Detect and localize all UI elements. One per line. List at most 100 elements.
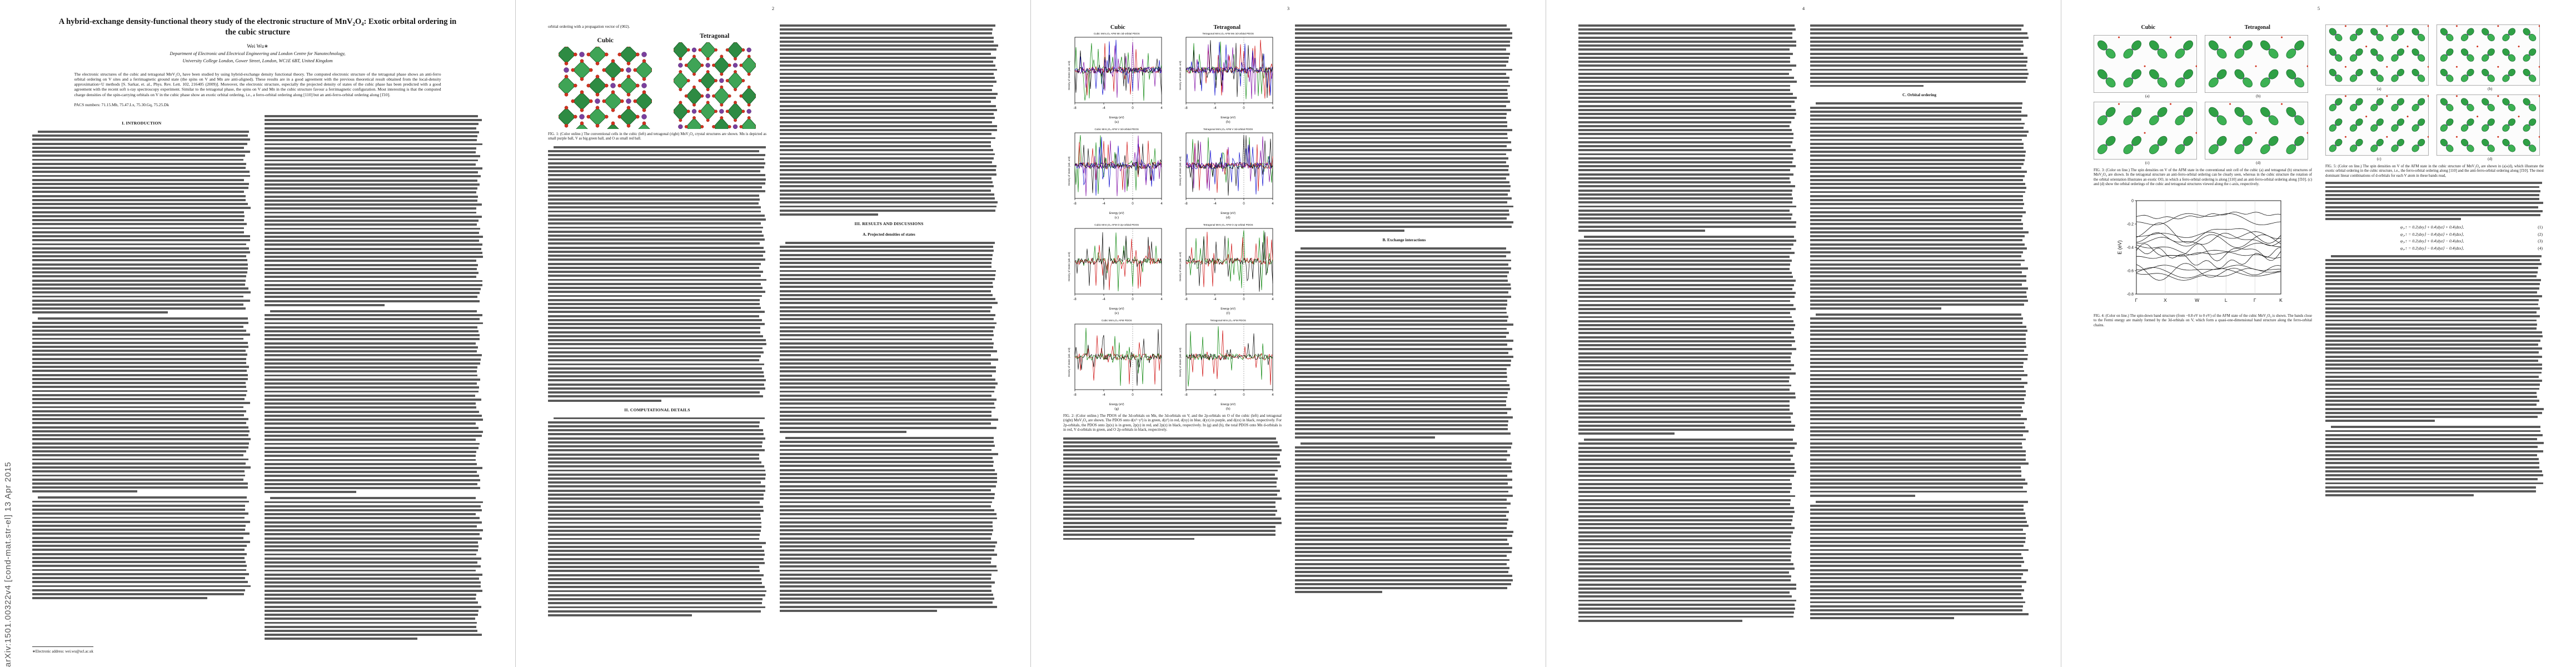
svg-text:-8: -8 xyxy=(1073,394,1077,397)
dos-panel-title: Tetragonal MnV₂O₄ AFM V 3d-orbital PDOS xyxy=(1203,128,1253,131)
subsection-heading-pdos: A. Projected densities of states xyxy=(863,231,915,237)
page-number: 4 xyxy=(1802,6,1805,11)
svg-text:-0.8: -0.8 xyxy=(2126,292,2133,296)
dos-panel-title: Tetragonal MnV₂O₄ AFM PDOS xyxy=(1210,319,1246,322)
body-paragraph xyxy=(1578,24,1797,232)
dos-plot: -8 -4 0 4 xyxy=(1073,228,1163,301)
page-4: 4 C. Orbital ordering xyxy=(1546,0,2061,667)
svg-text:E (eV): E (eV) xyxy=(2117,240,2122,255)
page1-right-column xyxy=(264,115,484,644)
figure-2-panel-grid: Cubic MnV₂O₄ AFM Mn 3d-orbital PDOS Densi… xyxy=(1063,32,1282,411)
body-paragraph xyxy=(32,130,251,314)
dos-x-axis-label: Energy (eV) xyxy=(1220,116,1236,120)
page-number: 2 xyxy=(771,6,775,11)
body-paragraph xyxy=(264,310,484,494)
svg-text:-4: -4 xyxy=(1102,107,1105,110)
dos-x-axis-label: Energy (eV) xyxy=(1220,403,1236,406)
spin-density-cubic-caxis-image xyxy=(2094,102,2197,160)
body-paragraph xyxy=(1063,437,1282,540)
svg-text:-0.6: -0.6 xyxy=(2126,269,2133,273)
figure-5-tag-c: (c) xyxy=(2376,157,2381,161)
page2-right-column: III. RESULTS AND DISCUSSIONS A. Projecte… xyxy=(780,24,998,620)
crystal-structure-cubic-image xyxy=(559,47,652,129)
paper-affiliation-line1: Department of Electronic and Electrical … xyxy=(170,51,346,56)
equation-row-2: φ₂,↑ = 0.2|dxy⟩ − 0.4|dyz⟩ + 0.4|dzx⟩, (… xyxy=(2326,232,2543,237)
figure-2-header-tetragonal: Tetragonal xyxy=(1213,24,1241,31)
dos-plot: -8 -4 0 4 xyxy=(1185,228,1274,301)
figure-1-tetragonal: Tetragonal xyxy=(673,33,756,129)
dos-panel-title: Tetragonal MnV₂O₄ AFM O 2p-orbital PDOS xyxy=(1203,223,1253,226)
dos-x-axis-label: Energy (eV) xyxy=(1220,212,1236,215)
crystal-structure-tetragonal-image xyxy=(673,42,756,129)
figure-3-panel-a: (a) xyxy=(2094,35,2201,98)
dos-panel-title: Cubic MnV₂O₄ AFM PDOS xyxy=(1101,319,1132,322)
page3-right-column: B. Exchange interactions xyxy=(1295,24,1513,597)
svg-text:0: 0 xyxy=(1132,394,1134,397)
paper-author: Wei Wu∗ xyxy=(247,43,268,49)
dos-panel: Tetragonal MnV₂O₄ AFM Mn 3d-orbital PDOS… xyxy=(1175,32,1282,124)
dos-panel: Cubic MnV₂O₄ AFM Mn 3d-orbital PDOS Densi… xyxy=(1063,32,1170,124)
dos-y-axis-label: Density of states (arb. unit) xyxy=(1067,347,1070,377)
figure-3: Cubic Tetragonal (a) (b) xyxy=(2094,24,2312,187)
equation-3: φ₃,↑ = 0.2|dxy⟩ + 0.4|dyz⟩ − 0.4|dzx⟩, xyxy=(2400,238,2464,244)
svg-text:4: 4 xyxy=(1272,107,1274,110)
dos-panel: Cubic MnV₂O₄ AFM V 3d-orbital PDOS Densit… xyxy=(1063,128,1170,220)
body-paragraph xyxy=(2325,182,2544,221)
figure-5-tag-b: (b) xyxy=(2488,87,2493,91)
svg-text:0: 0 xyxy=(1243,202,1245,206)
svg-text:K: K xyxy=(2279,297,2283,303)
svg-text:0: 0 xyxy=(2131,199,2134,203)
figure-3-panel-c: (c) xyxy=(2094,102,2201,165)
svg-text:0: 0 xyxy=(1132,107,1134,110)
equation-row-4: φ₄,↑ = 0.2|dxy⟩ − 0.4|dyz⟩ − 0.4|dzx⟩, (… xyxy=(2326,246,2543,251)
equation-4-number: (4) xyxy=(2538,245,2543,251)
dos-panel-title: Cubic MnV₂O₄ AFM O 2p-orbital PDOS xyxy=(1094,223,1139,226)
svg-text:-4: -4 xyxy=(1214,394,1217,397)
body-paragraph xyxy=(780,241,998,433)
dos-y-axis-label: Density of states (arb. unit) xyxy=(1179,61,1182,91)
figure-1-tetragonal-label: Tetragonal xyxy=(700,33,730,39)
dos-panel-tag: (c) xyxy=(1114,216,1119,220)
figure-5-tag-a: (a) xyxy=(2376,87,2381,91)
orbital-ordering-image-b xyxy=(2436,24,2540,86)
dos-plot: -8 -4 0 4 xyxy=(1073,323,1163,397)
subsection-heading-orbital-ordering: C. Orbital ordering xyxy=(1902,92,1936,98)
figure-2-caption: FIG. 2: (Color online.) The PDOS of the … xyxy=(1063,414,1282,432)
body-paragraph xyxy=(780,436,998,612)
figure-4: E (eV) 0 -0.2 -0.4 -0.6 -0.8 Γ X W L Γ K xyxy=(2094,196,2312,311)
equation-2-number: (2) xyxy=(2538,231,2543,237)
page1-left-column: I. INTRODUCTION xyxy=(32,115,251,644)
equation-2: φ₂,↑ = 0.2|dxy⟩ − 0.4|dyz⟩ + 0.4|dzx⟩, xyxy=(2400,231,2464,237)
figure-1-cubic-label: Cubic xyxy=(597,37,614,44)
svg-text:4: 4 xyxy=(1272,202,1274,206)
body-paragraph xyxy=(1810,500,2029,620)
dos-plot: -8 -4 0 4 xyxy=(1073,37,1163,110)
body-paragraph xyxy=(1578,439,1797,622)
band-structure-plot: E (eV)0-0.2-0.4-0.6-0.8Γ X W L Γ K xyxy=(2117,199,2283,303)
figure-3-tag-d: (d) xyxy=(2256,161,2261,165)
body-paragraph xyxy=(2325,255,2544,422)
body-paragraph xyxy=(780,24,998,216)
svg-text:-8: -8 xyxy=(1185,202,1188,206)
svg-text:-8: -8 xyxy=(1073,107,1077,110)
dos-panel: Tetragonal MnV₂O₄ AFM V 3d-orbital PDOS D… xyxy=(1175,128,1282,220)
dos-plot: -8 -4 0 4 xyxy=(1073,132,1163,206)
figure-2: Cubic Tetragonal Cubic MnV₂O₄ AFM Mn 3d-… xyxy=(1063,24,1282,433)
dos-x-axis-label: Energy (eV) xyxy=(1220,307,1236,311)
equation-row-3: φ₃,↑ = 0.2|dxy⟩ + 0.4|dyz⟩ − 0.4|dzx⟩, (… xyxy=(2326,238,2543,243)
body-paragraph xyxy=(548,146,766,402)
svg-text:-4: -4 xyxy=(1102,202,1105,206)
body-paragraph xyxy=(264,497,484,640)
figure-1-cubic: Cubic xyxy=(559,37,652,129)
section-heading-results: III. RESULTS AND DISCUSSIONS xyxy=(854,221,924,226)
dos-panel-title: Cubic MnV₂O₄ AFM Mn 3d-orbital PDOS xyxy=(1093,32,1140,35)
page-3: 3 Cubic Tetragonal Cubic MnV₂O₄ AFM Mn 3… xyxy=(1030,0,1546,667)
svg-text:Γ: Γ xyxy=(2253,297,2256,303)
spin-density-cubic-image xyxy=(2094,35,2197,93)
dos-panel-tag: (e) xyxy=(1114,311,1119,315)
page4-right-column: C. Orbital ordering xyxy=(1810,24,2029,626)
dos-plot: -8 -4 0 4 xyxy=(1185,132,1274,206)
dos-panel-tag: (a) xyxy=(1114,120,1119,124)
svg-text:4: 4 xyxy=(1160,394,1163,397)
svg-text:Γ: Γ xyxy=(2135,297,2137,303)
